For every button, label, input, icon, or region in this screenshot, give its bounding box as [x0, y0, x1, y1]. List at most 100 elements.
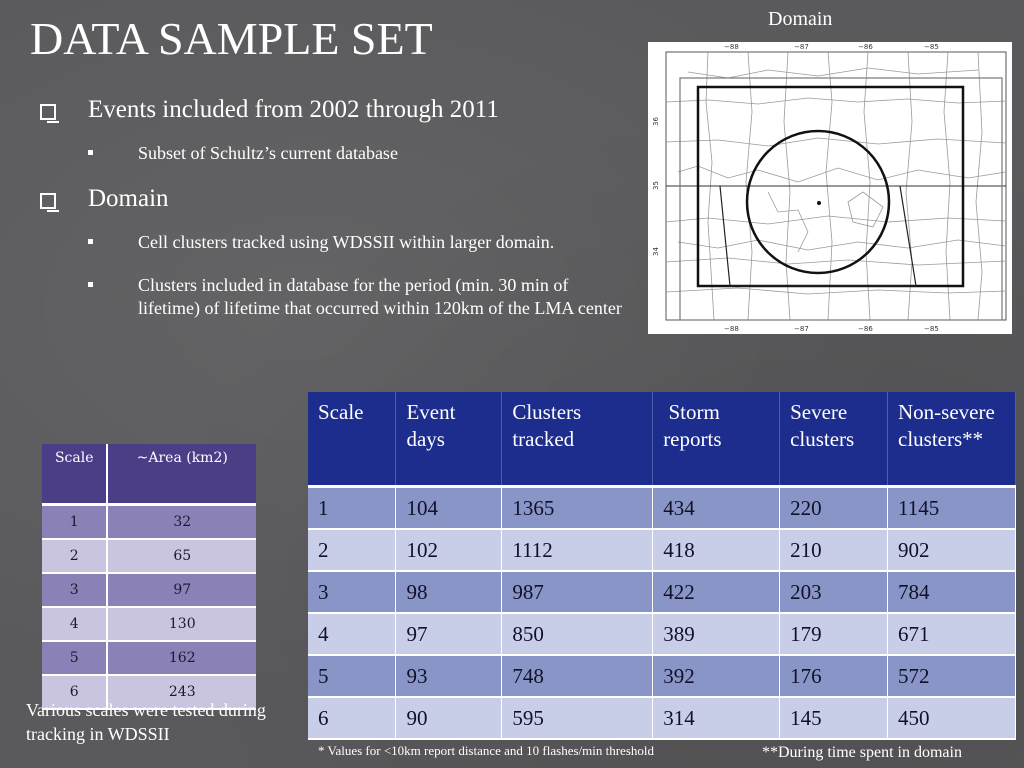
sub-bullet-subset-text: Subset of Schultz’s current database — [138, 143, 398, 163]
table-cell: 850 — [501, 613, 654, 656]
table-cell: 1365 — [501, 486, 654, 530]
bullet-domain: Domain — [40, 185, 640, 213]
table-cell: 179 — [779, 613, 888, 656]
sub-bullet-wdssii: Cell clusters tracked using WDSSII withi… — [40, 231, 628, 254]
lon-tick-label: −88 — [724, 43, 739, 51]
column-header: Clusters tracked — [501, 392, 654, 488]
table-cell: 5 — [42, 641, 109, 676]
table-cell: 595 — [501, 697, 654, 740]
table-cell: 450 — [887, 697, 1016, 740]
column-header: Non-severe clusters** — [887, 392, 1016, 488]
table-row: 4 97 850 389 179 671 — [308, 613, 1016, 656]
table-cell: 987 — [501, 571, 654, 614]
bullet-list: Events included from 2002 through 2011 S… — [40, 96, 640, 340]
column-header: Event days — [395, 392, 503, 488]
table-row: 2 102 1112 418 210 902 — [308, 529, 1016, 572]
table-cell: 220 — [779, 486, 888, 530]
table-row: 6 90 595 314 145 450 — [308, 697, 1016, 740]
table-cell: 784 — [887, 571, 1016, 614]
domain-map-graphic: −88 −87 −86 −85 −88 −87 −86 −85 36 35 34 — [652, 43, 1007, 333]
bullet-events-text: Events included from 2002 through 2011 — [88, 96, 499, 123]
table-cell: 1145 — [887, 486, 1016, 530]
table-cell: 389 — [652, 613, 781, 656]
lon-tick-label: −85 — [924, 325, 939, 333]
table-header-row: Scale Event days Clusters tracked Storm … — [308, 392, 1016, 488]
column-header: Severe clusters — [779, 392, 888, 488]
lat-tick-label: 34 — [652, 247, 660, 256]
table-cell: 1 — [42, 504, 109, 540]
sub-bullet-wdssii-text: Cell clusters tracked using WDSSII withi… — [138, 232, 555, 252]
table-row: 1 104 1365 434 220 1145 — [308, 486, 1016, 530]
table-cell: 65 — [107, 539, 256, 574]
table-cell: 2 — [42, 539, 109, 574]
scale-area-table: Scale ~Area (km2) 1 32 2 65 3 97 4 130 5… — [42, 444, 256, 710]
lon-tick-label: −87 — [794, 43, 809, 51]
table-cell: 104 — [395, 486, 503, 530]
table-cell: 97 — [395, 613, 503, 656]
table-cell: 176 — [779, 655, 888, 698]
sub-bullet-clusters: Clusters included in database for the pe… — [40, 274, 628, 320]
table-cell: 97 — [107, 573, 256, 608]
table-header-row: Scale ~Area (km2) — [42, 444, 256, 506]
table-row: 5 162 — [42, 641, 256, 676]
lon-tick-label: −85 — [924, 43, 939, 51]
table-cell: 392 — [652, 655, 781, 698]
table-cell: 130 — [107, 607, 256, 642]
column-header: Storm reports — [652, 392, 781, 488]
table-cell: 145 — [779, 697, 888, 740]
table-cell: 98 — [395, 571, 503, 614]
table-cell: 2 — [308, 529, 397, 572]
column-header: Scale — [42, 444, 109, 506]
lon-tick-label: −87 — [794, 325, 809, 333]
slide-title: DATA SAMPLE SET — [30, 13, 433, 64]
table-cell: 5 — [308, 655, 397, 698]
table-cell: 3 — [308, 571, 397, 614]
sub-bullet-clusters-text: Clusters included in database for the pe… — [138, 275, 622, 318]
table-cell: 1112 — [501, 529, 654, 572]
footnote-domain-time: **During time spent in domain — [762, 744, 962, 761]
table-cell: 6 — [308, 697, 397, 740]
table-cell: 572 — [887, 655, 1016, 698]
table-cell: 1 — [308, 486, 397, 530]
column-header: ~Area (km2) — [107, 444, 256, 506]
table-row: 6 243 — [42, 675, 256, 710]
bullet-events: Events included from 2002 through 2011 — [40, 96, 640, 124]
scale-table-note: Various scales were tested during tracki… — [26, 700, 266, 744]
table-cell: 162 — [107, 641, 256, 676]
table-cell: 3 — [42, 573, 109, 608]
map-caption: Domain — [768, 8, 833, 30]
table-cell: 418 — [652, 529, 781, 572]
table-row: 2 65 — [42, 539, 256, 574]
checkbox-bullet-icon — [40, 104, 59, 123]
table-row: 4 130 — [42, 607, 256, 642]
table-cell: 422 — [652, 571, 781, 614]
square-bullet-icon — [88, 282, 93, 287]
table-cell: 93 — [395, 655, 503, 698]
lon-tick-label: −86 — [858, 325, 873, 333]
table-cell: 210 — [779, 529, 888, 572]
sub-bullet-subset: Subset of Schultz’s current database — [40, 142, 628, 165]
table-cell: 748 — [501, 655, 654, 698]
table-cell: 4 — [42, 607, 109, 642]
table-cell: 90 — [395, 697, 503, 740]
lat-tick-label: 36 — [652, 117, 660, 126]
checkbox-bullet-icon — [40, 193, 59, 212]
table-cell: 434 — [652, 486, 781, 530]
footnote-threshold: * Values for <10km report distance and 1… — [318, 743, 654, 758]
table-cell: 102 — [395, 529, 503, 572]
column-header: Scale — [308, 392, 397, 488]
lon-tick-label: −86 — [858, 43, 873, 51]
cluster-stats-table: Scale Event days Clusters tracked Storm … — [308, 392, 1016, 740]
table-row: 5 93 748 392 176 572 — [308, 655, 1016, 698]
table-cell: 203 — [779, 571, 888, 614]
table-cell: 6 — [42, 675, 109, 710]
bullet-domain-text: Domain — [88, 185, 169, 212]
table-cell: 32 — [107, 504, 256, 540]
table-row: 3 98 987 422 203 784 — [308, 571, 1016, 614]
square-bullet-icon — [88, 239, 93, 244]
table-cell: 4 — [308, 613, 397, 656]
domain-map: −88 −87 −86 −85 −88 −87 −86 −85 36 35 34 — [648, 42, 1012, 334]
table-row: 3 97 — [42, 573, 256, 608]
lat-tick-label: 35 — [652, 181, 660, 190]
table-cell: 902 — [887, 529, 1016, 572]
